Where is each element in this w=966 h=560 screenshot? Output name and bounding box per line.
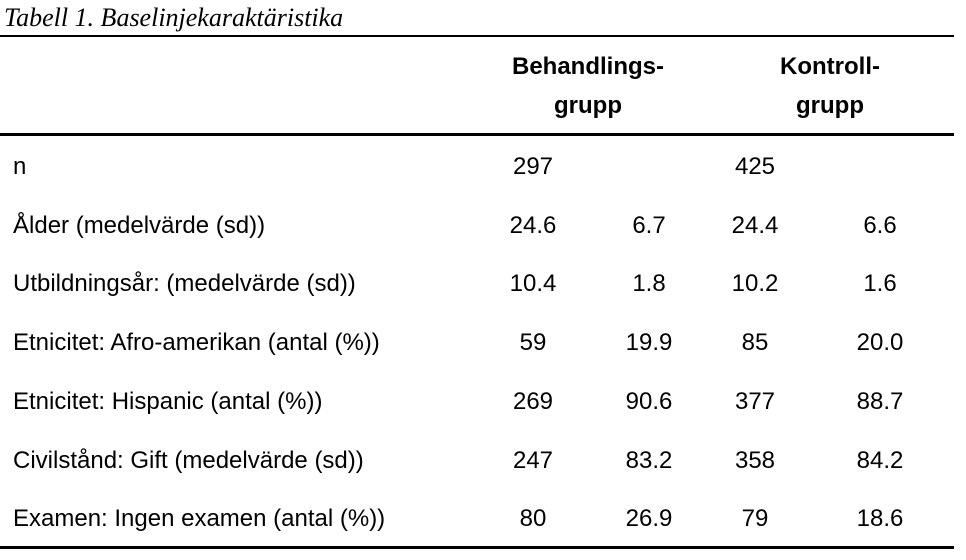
cell-treatment-value: 24.6 (509, 212, 557, 239)
row-label: Examen: Ingen examen (antal (%)) (13, 505, 386, 532)
bottom-rule (0, 546, 954, 549)
row-label: Ålder (medelvärde (sd)) (13, 212, 266, 239)
header-group2-line1: Kontroll- (780, 53, 880, 80)
cell-control-value: 85 (741, 329, 769, 356)
row-label: Etnicitet: Hispanic (antal (%)) (13, 388, 323, 415)
cell-control-secondary: 84.2 (856, 447, 904, 474)
cell-control-secondary: 88.7 (856, 388, 904, 415)
cell-treatment-secondary: 90.6 (625, 388, 673, 415)
header-rule (0, 133, 954, 136)
header-group1-line1: Behandlings- (511, 53, 664, 80)
cell-control-secondary: 20.0 (856, 329, 904, 356)
cell-treatment-secondary: 83.2 (625, 447, 673, 474)
cell-control-secondary: 18.6 (856, 505, 904, 532)
cell-control-value: 425 (734, 153, 776, 180)
cell-treatment-value: 59 (519, 329, 547, 356)
cell-control-value: 10.2 (731, 270, 779, 297)
cell-treatment-secondary: 19.9 (625, 329, 673, 356)
row-label: n (13, 153, 27, 180)
cell-control-value: 79 (741, 505, 769, 532)
cell-control-value: 358 (734, 447, 776, 474)
cell-treatment-secondary: 26.9 (625, 505, 673, 532)
cell-control-secondary: 1.6 (863, 270, 897, 297)
cell-treatment-secondary: 6.7 (632, 212, 666, 239)
cell-treatment-value: 80 (519, 505, 547, 532)
row-label: Etnicitet: Afro-amerikan (antal (%)) (13, 329, 380, 356)
row-label: Civilstånd: Gift (medelvärde (sd)) (13, 447, 364, 474)
cell-treatment-value: 247 (512, 447, 554, 474)
cell-treatment-value: 269 (512, 388, 554, 415)
cell-control-value: 24.4 (731, 212, 779, 239)
cell-treatment-secondary: 1.8 (632, 270, 666, 297)
header-group1-line2: grupp (554, 92, 622, 119)
cell-treatment-value: 10.4 (509, 270, 557, 297)
cell-control-value: 377 (734, 388, 776, 415)
table-caption: Tabell 1. Baselinjekaraktäristika (4, 3, 344, 32)
top-rule (0, 35, 954, 37)
row-label: Utbildningsår: (medelvärde (sd)) (13, 270, 356, 297)
cell-control-secondary: 6.6 (863, 212, 897, 239)
cell-treatment-value: 297 (512, 153, 554, 180)
header-group2-line2: grupp (796, 92, 864, 119)
